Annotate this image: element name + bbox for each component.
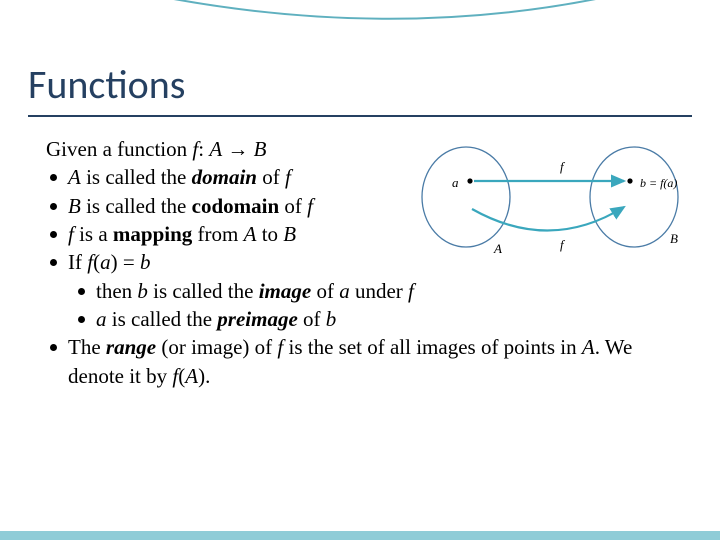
bullet-mapping: f is a mapping from A to B [46, 220, 692, 248]
bullet-codomain: B is called the codomain of f [46, 192, 692, 220]
slide-title: Functions [28, 60, 692, 117]
bullet-if-fab: If f(a) = b then b is called the image o… [46, 248, 692, 333]
subbullet-preimage: a is called the preimage of b [74, 305, 692, 333]
subbullet-image: then b is called the image of a under f [74, 277, 692, 305]
bullet-domain: A is called the domain of f [46, 163, 692, 191]
bullet-range: The range (or image) of f is the set of … [46, 333, 692, 390]
